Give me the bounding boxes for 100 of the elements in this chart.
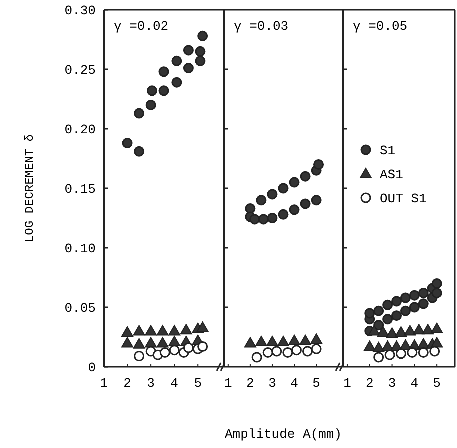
point xyxy=(122,326,134,337)
point xyxy=(266,336,278,347)
point xyxy=(172,56,182,66)
point xyxy=(146,86,158,96)
point xyxy=(377,326,390,337)
y-tick-label: 0.15 xyxy=(64,182,96,198)
point xyxy=(431,322,444,334)
point xyxy=(245,203,256,214)
point xyxy=(384,350,396,360)
point xyxy=(409,290,420,301)
point xyxy=(382,300,394,310)
x-tick-label: 3 xyxy=(268,376,276,391)
point xyxy=(250,214,260,225)
point xyxy=(310,334,323,344)
point xyxy=(145,325,158,336)
point xyxy=(432,278,442,289)
point xyxy=(267,213,278,224)
point xyxy=(430,346,440,357)
point xyxy=(255,336,268,347)
point xyxy=(407,347,418,358)
point xyxy=(431,337,444,348)
point xyxy=(392,310,402,322)
point xyxy=(278,336,290,347)
point xyxy=(372,342,385,352)
legend-label: S1 xyxy=(380,144,396,159)
x-tick-label: 4 xyxy=(410,376,419,391)
point xyxy=(145,337,158,348)
point xyxy=(278,209,289,220)
point xyxy=(432,288,442,298)
point xyxy=(409,302,420,313)
point xyxy=(133,338,146,349)
point xyxy=(282,347,294,358)
point xyxy=(180,324,192,335)
y-tick-label: 0.25 xyxy=(64,63,96,78)
point xyxy=(160,347,170,358)
x-tick-label: 5 xyxy=(194,376,202,391)
point xyxy=(172,77,182,88)
legend-label: OUT S1 xyxy=(380,192,428,207)
point xyxy=(146,100,156,110)
point xyxy=(278,183,289,194)
text: γ =0.03 xyxy=(234,19,289,34)
x-tick-label: 5 xyxy=(433,376,441,391)
x-axis-title: Amplitude A(mm) xyxy=(224,427,342,442)
point xyxy=(300,334,312,346)
point xyxy=(392,296,402,307)
point xyxy=(158,86,170,96)
point xyxy=(156,325,169,336)
point xyxy=(158,66,170,78)
text: γ =0.05 xyxy=(353,19,408,34)
point xyxy=(300,198,311,210)
point xyxy=(256,195,267,206)
text: γ =0.02 xyxy=(114,19,169,34)
point xyxy=(168,336,181,347)
x-tick-label: 4 xyxy=(170,376,179,391)
y-tick-label: 0 xyxy=(88,360,96,376)
x-tick-label: 2 xyxy=(246,376,254,391)
point xyxy=(311,195,322,206)
point xyxy=(289,204,300,216)
point xyxy=(168,325,181,336)
point xyxy=(422,324,434,335)
point xyxy=(413,324,426,335)
point xyxy=(382,314,394,325)
y-tick-label: 0.20 xyxy=(64,122,96,138)
point xyxy=(396,348,406,360)
point xyxy=(198,30,208,42)
x-tick-label: 3 xyxy=(388,376,396,391)
point xyxy=(418,298,429,310)
point xyxy=(156,337,169,348)
point xyxy=(169,345,180,356)
y-tick-label: 0.30 xyxy=(64,4,96,19)
point xyxy=(374,352,384,363)
point xyxy=(311,344,322,354)
point xyxy=(183,342,194,354)
point xyxy=(198,342,208,352)
point xyxy=(183,45,194,56)
y-axis-title: LOG DECREMENT δ xyxy=(23,134,37,243)
point xyxy=(288,334,301,346)
point xyxy=(368,325,380,336)
point xyxy=(395,326,408,337)
point xyxy=(133,325,146,336)
point xyxy=(183,63,194,74)
point xyxy=(267,189,278,200)
x-tick-label: 1 xyxy=(100,376,108,391)
x-tick-label: 3 xyxy=(147,376,155,391)
point xyxy=(272,346,282,357)
point xyxy=(196,322,209,332)
point xyxy=(291,345,302,356)
x-tick-label: 5 xyxy=(312,376,320,391)
point xyxy=(252,352,262,363)
point xyxy=(134,108,145,119)
y-tick-label: 0.10 xyxy=(64,242,96,257)
x-tick-label: 4 xyxy=(290,376,299,391)
x-tick-label: 2 xyxy=(124,376,132,391)
point xyxy=(364,308,376,319)
point xyxy=(195,46,206,57)
point xyxy=(258,214,269,225)
point xyxy=(289,177,300,188)
point xyxy=(314,159,324,170)
point xyxy=(262,347,274,358)
point xyxy=(302,346,313,357)
